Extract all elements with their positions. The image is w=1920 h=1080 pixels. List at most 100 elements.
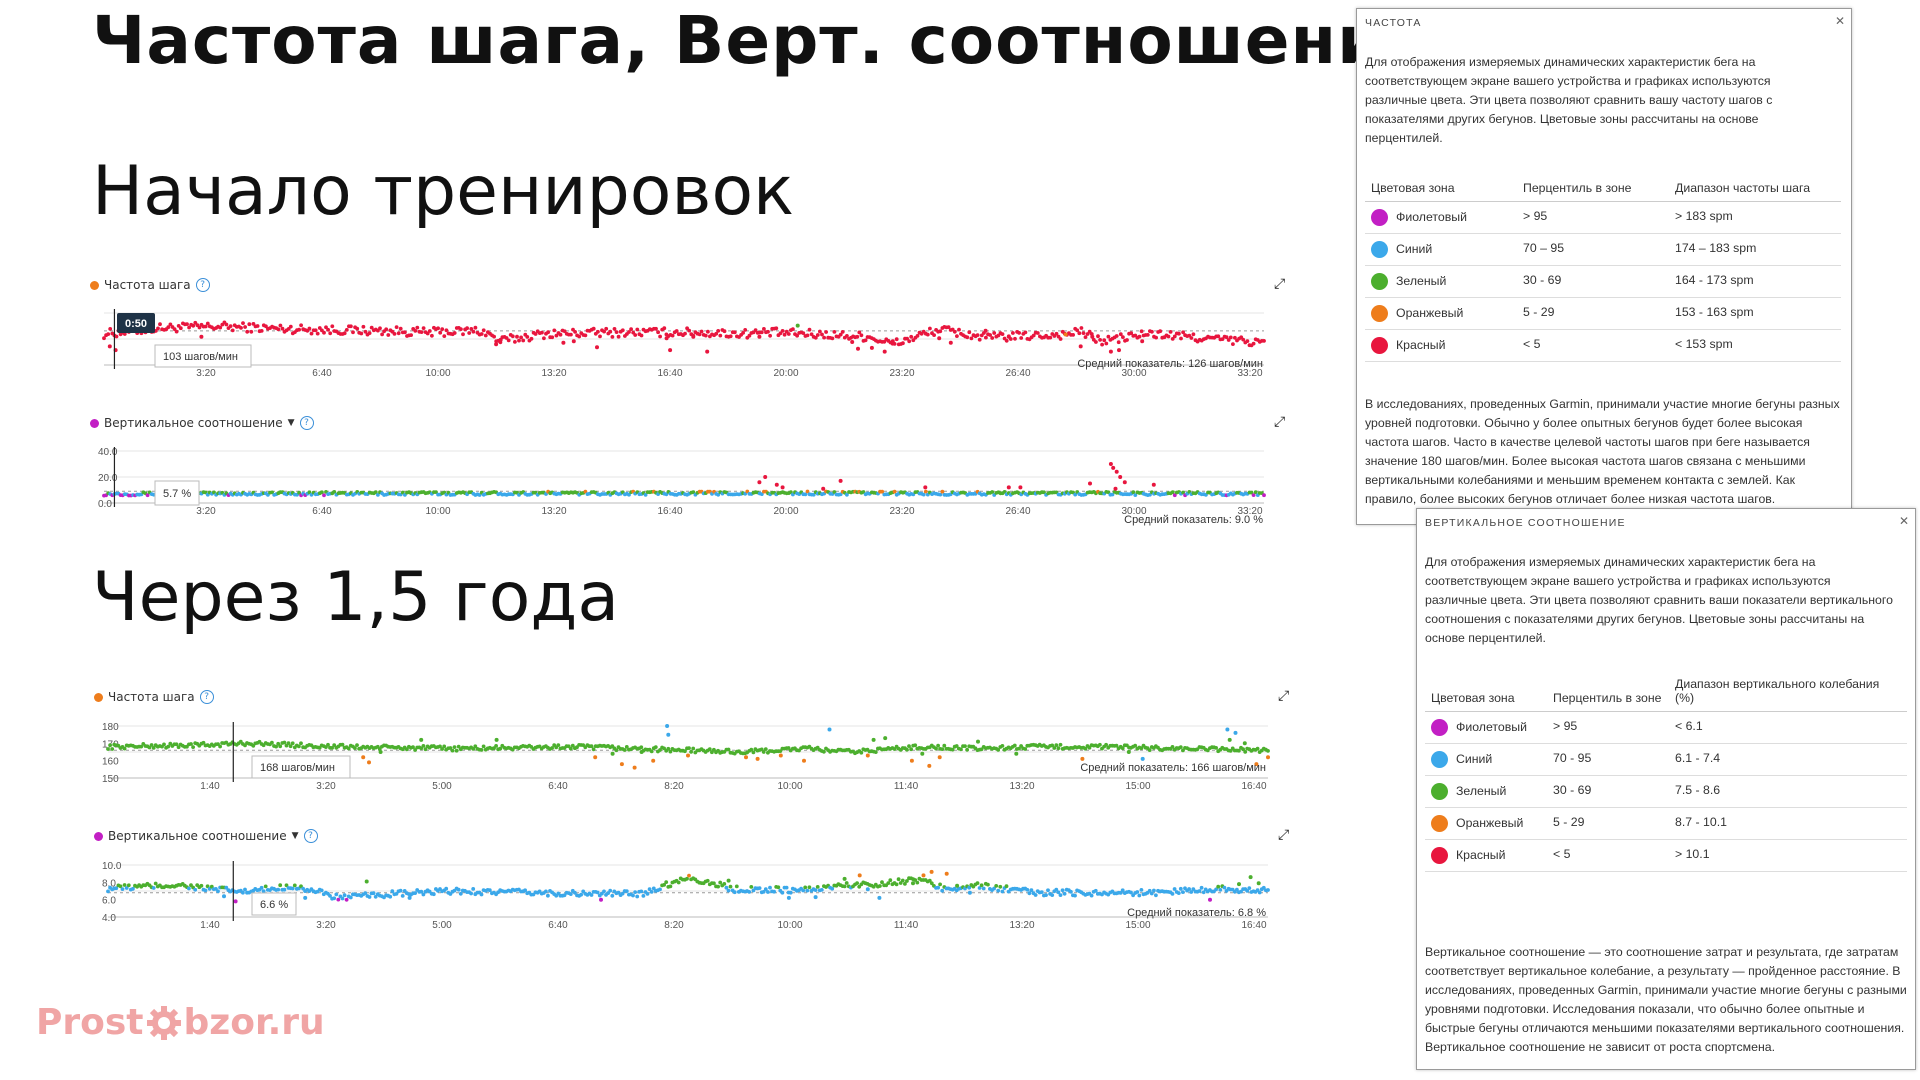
data-point <box>568 746 573 751</box>
data-point <box>319 888 324 893</box>
data-point <box>1255 746 1260 751</box>
data-point <box>664 880 669 884</box>
data-point <box>749 885 754 889</box>
data-point <box>593 755 598 760</box>
data-point <box>583 333 588 338</box>
zones-table-header: Цветовая зона Перцентиль в зоне Диапазон… <box>1365 177 1841 202</box>
col-percentile: Перцентиль в зоне <box>1547 673 1669 712</box>
data-point <box>1023 330 1028 335</box>
data-point <box>241 321 245 325</box>
table-row: Красный < 5 < 153 spm <box>1365 329 1841 362</box>
data-point <box>1189 890 1194 894</box>
data-point <box>967 890 972 895</box>
expand-icon[interactable]: ⤢ <box>1278 688 1290 704</box>
data-point <box>599 897 603 902</box>
data-point <box>915 334 920 338</box>
data-point <box>651 758 656 763</box>
data-point <box>471 747 476 751</box>
data-point <box>705 878 710 883</box>
data-point <box>1117 348 1121 353</box>
data-point <box>106 889 110 894</box>
data-point <box>450 748 455 753</box>
y-tick-label: 150 <box>102 774 119 785</box>
data-point <box>905 336 909 341</box>
data-point <box>1139 888 1144 892</box>
data-point <box>838 332 843 337</box>
data-point <box>1133 743 1138 748</box>
data-point <box>832 330 837 334</box>
data-point <box>492 334 496 339</box>
data-point <box>882 349 887 354</box>
data-point <box>803 885 808 890</box>
data-point <box>550 335 555 340</box>
help-icon[interactable]: ? <box>299 416 314 430</box>
data-point <box>205 884 210 889</box>
dropdown-caret-icon[interactable]: ▼ <box>287 418 295 428</box>
data-point <box>1004 338 1009 343</box>
tooltip-value-box <box>251 755 351 779</box>
expand-icon[interactable]: ⤢ <box>1274 414 1286 430</box>
data-point <box>653 745 658 749</box>
data-point <box>297 490 301 495</box>
data-point <box>1257 890 1262 895</box>
data-point <box>757 480 762 485</box>
y-tick-label: 20.0 <box>98 473 118 484</box>
data-point <box>749 747 754 752</box>
data-point <box>859 333 864 338</box>
zone-color-dot <box>1431 719 1448 736</box>
help-icon[interactable]: ? <box>199 690 214 704</box>
data-point <box>1133 493 1138 497</box>
data-point <box>1108 462 1113 466</box>
data-point <box>288 324 293 329</box>
data-point <box>633 890 637 894</box>
data-point <box>937 755 942 760</box>
data-point <box>158 322 162 327</box>
close-icon[interactable]: ✕ <box>1834 14 1845 28</box>
zone-name: Зеленый <box>1456 783 1507 798</box>
data-point <box>937 336 942 341</box>
data-point <box>1201 890 1206 895</box>
data-point <box>1017 746 1021 751</box>
data-point <box>743 328 748 332</box>
data-point <box>187 325 191 330</box>
data-point <box>330 324 335 329</box>
data-point <box>122 746 127 751</box>
dropdown-caret-icon[interactable]: ▼ <box>291 831 299 841</box>
data-point <box>595 345 599 350</box>
data-point <box>1149 891 1154 896</box>
data-point <box>965 747 969 752</box>
data-point <box>546 893 550 898</box>
data-point <box>550 746 554 750</box>
data-point <box>654 326 658 331</box>
data-point <box>1145 333 1150 337</box>
help-icon[interactable]: ? <box>303 829 318 843</box>
data-point <box>1013 336 1017 341</box>
help-icon[interactable]: ? <box>195 278 210 292</box>
data-point <box>905 747 909 752</box>
expand-icon[interactable]: ⤢ <box>1274 276 1286 292</box>
range: 6.1 - 7.4 <box>1669 743 1907 776</box>
y-tick-label: 180 <box>102 722 119 733</box>
data-point <box>686 753 690 758</box>
data-point <box>166 744 171 749</box>
panel-title: ВЕРТИКАЛЬНОЕ СООТНОШЕНИЕ <box>1425 517 1626 529</box>
data-point <box>751 750 756 755</box>
data-point <box>434 490 438 494</box>
data-point <box>1029 888 1034 893</box>
data-point <box>461 332 465 337</box>
series-color-dot <box>94 692 103 702</box>
data-point <box>1261 885 1266 890</box>
close-icon[interactable]: ✕ <box>1898 514 1909 528</box>
data-point <box>1120 746 1125 751</box>
data-point <box>363 329 368 334</box>
data-point <box>394 325 399 329</box>
zone-name: Оранжевый <box>1456 815 1524 830</box>
data-point <box>561 340 566 345</box>
data-point <box>780 890 785 895</box>
data-point <box>228 324 233 328</box>
data-point <box>976 739 980 744</box>
data-point <box>927 878 932 883</box>
expand-icon[interactable]: ⤢ <box>1278 827 1290 843</box>
data-point <box>1226 338 1231 342</box>
data-point <box>928 326 932 331</box>
